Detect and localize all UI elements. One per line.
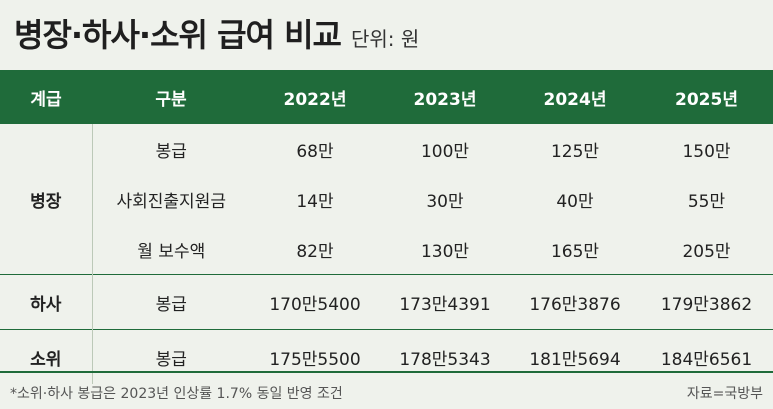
bottom-divider xyxy=(0,371,773,373)
salary-table: 계급 구분 2022년 2023년 2024년 2025년 병장 봉급 68만 … xyxy=(0,70,773,384)
value-cell: 178만5343 xyxy=(380,329,510,384)
unit-label: 단위: 원 xyxy=(351,27,420,51)
value-cell: 173만4391 xyxy=(380,274,510,330)
rank-cell-second-lieutenant: 소위 xyxy=(0,329,93,384)
value-cell: 55만 xyxy=(687,191,726,212)
value-cell: 176만3876 xyxy=(510,274,640,330)
rank-cell-sergeant: 병장 xyxy=(0,124,93,275)
value-cell: 179만3862 xyxy=(640,274,773,330)
value-cell: 68만 xyxy=(296,141,334,162)
category-cell: 봉급 xyxy=(155,141,187,162)
header-2023: 2023년 xyxy=(380,70,510,124)
value-cell: 82만 xyxy=(296,241,334,262)
header-2025: 2025년 xyxy=(640,70,773,124)
table-row: 병장 봉급 68만 100만 125만 150만 xyxy=(0,124,773,275)
value-cell: 184만6561 xyxy=(640,329,773,384)
title-row: 병장·하사·소위 급여 비교 단위: 원 xyxy=(14,10,419,58)
rank-cell-staff-sergeant: 하사 xyxy=(0,274,93,330)
table-row: 월 보수액 82만 130만 165만 205만 xyxy=(0,224,773,275)
value-cell: 30만 xyxy=(426,191,464,212)
table-header-row: 계급 구분 2022년 2023년 2024년 2025년 xyxy=(0,70,773,124)
value-cell: 100만 xyxy=(420,141,470,162)
header-category: 구분 xyxy=(92,70,250,124)
page-title: 병장·하사·소위 급여 비교 xyxy=(14,16,342,54)
header-rank: 계급 xyxy=(0,70,92,124)
value-cell: 40만 xyxy=(556,191,594,212)
value-cell: 14만 xyxy=(296,191,334,212)
value-cell: 205만 xyxy=(682,241,731,262)
category-cell: 월 보수액 xyxy=(137,241,206,262)
header-2022: 2022년 xyxy=(250,70,380,124)
table-row: 소위 봉급 175만5500 178만5343 181만5694 184만656… xyxy=(0,329,773,384)
category-cell: 봉급 xyxy=(92,329,250,384)
value-cell: 165만 xyxy=(550,241,600,262)
value-cell: 181만5694 xyxy=(510,329,640,384)
category-cell: 사회진출지원금 xyxy=(116,191,226,212)
table-row: 하사 봉급 170만5400 173만4391 176만3876 179만386… xyxy=(0,274,773,330)
table-row: 사회진출지원금 14만 30만 40만 55만 xyxy=(0,174,773,224)
source-label: 자료=국방부 xyxy=(686,386,763,402)
header-2024: 2024년 xyxy=(510,70,640,124)
value-cell: 175만5500 xyxy=(250,329,380,384)
value-cell: 125만 xyxy=(550,141,600,162)
footnote: *소위·하사 봉급은 2023년 인상률 1.7% 동일 반영 조건 xyxy=(10,386,343,402)
value-cell: 150만 xyxy=(682,141,731,162)
value-cell: 130만 xyxy=(420,241,470,262)
category-cell: 봉급 xyxy=(92,274,250,330)
value-cell: 170만5400 xyxy=(250,274,380,330)
